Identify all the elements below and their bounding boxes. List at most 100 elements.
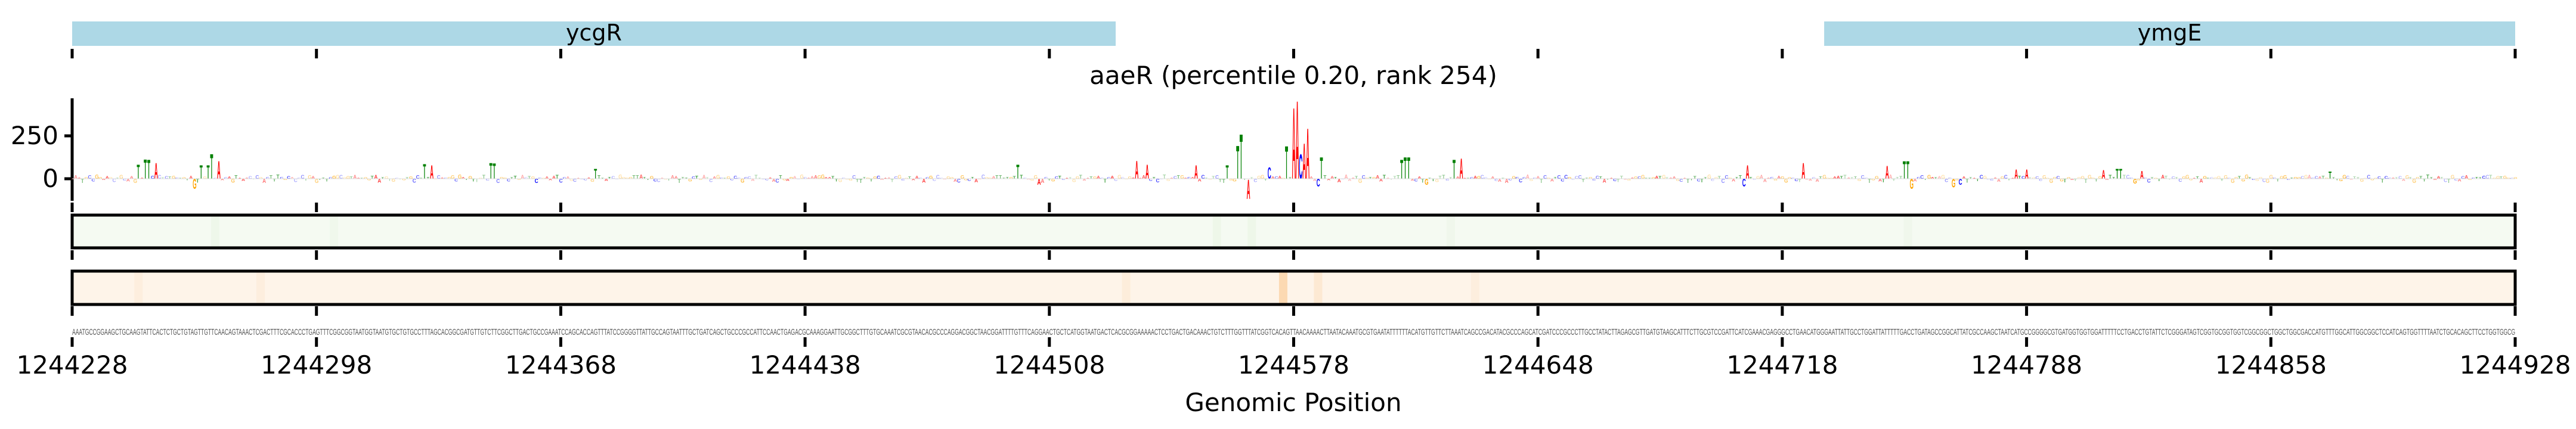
logo-letter-background: G bbox=[622, 177, 626, 179]
logo-letter-background: T bbox=[2029, 177, 2032, 179]
logo-letter-background: T bbox=[1868, 178, 1871, 184]
gene-ycgR bbox=[72, 21, 1116, 46]
logo-letter-background: A bbox=[1327, 179, 1331, 181]
logo-letter-background: T bbox=[1212, 175, 1215, 179]
logo-letter-background: A bbox=[943, 179, 947, 180]
heatmap-1-cell bbox=[329, 215, 338, 248]
logo-letter-background: T bbox=[2475, 177, 2478, 180]
logo-letter-background: A bbox=[2070, 179, 2075, 181]
logo-letter-background: G bbox=[1634, 176, 1638, 180]
logo-letter-background: T bbox=[1089, 176, 1093, 180]
logo-letter-background: T bbox=[1334, 176, 1337, 179]
logo-letter-background: T bbox=[2123, 173, 2126, 180]
logo-letter-background: A bbox=[1309, 176, 1313, 179]
logo-letter-background: G bbox=[590, 178, 595, 183]
logo-letter-peak: T bbox=[200, 161, 203, 184]
logo-letter-background: T bbox=[1163, 173, 1166, 180]
logo-letter-background: A bbox=[912, 179, 915, 181]
logo-letter-background: A bbox=[545, 176, 549, 180]
logo-letter-background: G bbox=[789, 176, 793, 179]
logo-letter-background: A bbox=[953, 178, 958, 183]
x-axis-tick-labels: 1244228 1244298 1244368 1244438 1244508 12445… bbox=[16, 350, 2571, 380]
logo-letter-background: T bbox=[667, 179, 670, 182]
logo-letter-background: T bbox=[472, 178, 475, 182]
logo-letter-background: G bbox=[1784, 178, 1788, 184]
logo-letter-background: G bbox=[308, 175, 311, 180]
logo-letter-background: T bbox=[2290, 178, 2293, 179]
logo-letter-background: T bbox=[2430, 177, 2433, 179]
logo-letter-background: G bbox=[2513, 177, 2517, 179]
logo-letter-background: G bbox=[1822, 174, 1826, 180]
logo-letter-background: G bbox=[961, 174, 964, 180]
logo-letter-background: C bbox=[967, 179, 971, 182]
logo-letter-background: T bbox=[1393, 175, 1397, 179]
logo-letter-background: G bbox=[2283, 175, 2287, 180]
logo-letter-background: C bbox=[775, 178, 779, 184]
logo-letter-background: T bbox=[1606, 179, 1609, 181]
logo-letter-background: A bbox=[1962, 176, 1965, 180]
logo-letter-background: C bbox=[709, 178, 713, 184]
logo-letter-background: T bbox=[2168, 179, 2172, 180]
logo-letter-background: T bbox=[2157, 179, 2161, 182]
logo-letter-background: A bbox=[290, 177, 294, 180]
logo-y-axis: 250 0 bbox=[11, 98, 74, 201]
logo-letter-background: A bbox=[1816, 178, 1819, 183]
logo-letter-peak: T bbox=[2116, 166, 2119, 182]
logo-letter-background: A bbox=[1931, 177, 1934, 180]
logo-letter-background: C bbox=[298, 178, 302, 179]
logo-letter-background: A bbox=[2433, 179, 2438, 181]
logo-letter-background: G bbox=[650, 175, 654, 180]
logo-letter-background: A bbox=[1837, 175, 1840, 180]
logo-letter-background: T bbox=[2151, 177, 2154, 179]
logo-letter-background: T bbox=[1058, 175, 1061, 180]
logo-letter-background: G bbox=[1010, 177, 1013, 180]
logo-letter-background: C bbox=[730, 179, 733, 181]
logo-letter-background: T bbox=[168, 176, 172, 180]
logo-letter-background: G bbox=[1641, 174, 1645, 180]
logo-letter-background: C bbox=[2144, 178, 2148, 179]
logo-letter-background: A bbox=[1041, 178, 1044, 184]
logo-letter-background: A bbox=[1351, 178, 1355, 179]
logo-letter-background: G bbox=[629, 176, 633, 179]
logo-letter-background: T bbox=[705, 177, 708, 179]
logo-letter-background: T bbox=[2248, 177, 2251, 179]
heatmap-2-cell bbox=[1470, 271, 1479, 304]
logo-letter-background: A bbox=[228, 176, 231, 179]
logo-letter-background: G bbox=[332, 175, 336, 180]
logo-letter-background: A bbox=[713, 176, 716, 180]
logo-letter-peak: A bbox=[2140, 170, 2144, 182]
logo-letter-background: T bbox=[1665, 177, 1668, 179]
logo-letter-background: A bbox=[1603, 178, 1607, 184]
logo-letter-background: T bbox=[2423, 178, 2426, 183]
logo-letter-background: T bbox=[2321, 175, 2324, 180]
logo-letter-background: T bbox=[1690, 179, 1693, 181]
logo-letter-background: C bbox=[158, 174, 162, 180]
logo-letter-background: G bbox=[818, 175, 821, 180]
logo-letter-background: A bbox=[1198, 178, 1202, 182]
logo-letter-background: C bbox=[1414, 178, 1419, 182]
dna-sequence: AAATGCCGGAAGCTGCAAGTATTCACTCTGCTGTAGTTGT… bbox=[72, 327, 2515, 337]
heatmap-1-ticks bbox=[70, 250, 2517, 260]
logo-letter-background: C bbox=[1187, 176, 1191, 179]
logo-letter-background: A bbox=[521, 174, 525, 180]
logo-letter-background: C bbox=[2301, 175, 2305, 179]
logo-letter-background: T bbox=[1264, 179, 1267, 181]
logo-letter-background: C bbox=[1149, 179, 1153, 182]
logo-letter-background: C bbox=[1916, 177, 1920, 180]
logo-letter-background: T bbox=[322, 178, 325, 179]
logo-letter-background: G bbox=[782, 179, 787, 181]
logo-letter-background: C bbox=[1753, 179, 1757, 181]
logo-letter-background: C bbox=[1920, 175, 1924, 180]
logo-letter-background: G bbox=[1034, 175, 1038, 180]
logo-letter-background: G bbox=[2493, 178, 2497, 179]
logo-letter-background: T bbox=[636, 175, 639, 180]
logo-letter-peak: T bbox=[1400, 155, 1403, 185]
logo-letter-background: T bbox=[681, 177, 684, 180]
logo-letter-background: G bbox=[2280, 175, 2284, 179]
logo-letter-background: C bbox=[1509, 179, 1513, 181]
logo-letter-background: G bbox=[1229, 179, 1233, 181]
logo-letter-background: A bbox=[377, 178, 381, 184]
logo-letter-background: C bbox=[1986, 179, 1990, 180]
logo-letter-background: T bbox=[2109, 173, 2112, 180]
logo-letter-background: G bbox=[2266, 178, 2270, 184]
